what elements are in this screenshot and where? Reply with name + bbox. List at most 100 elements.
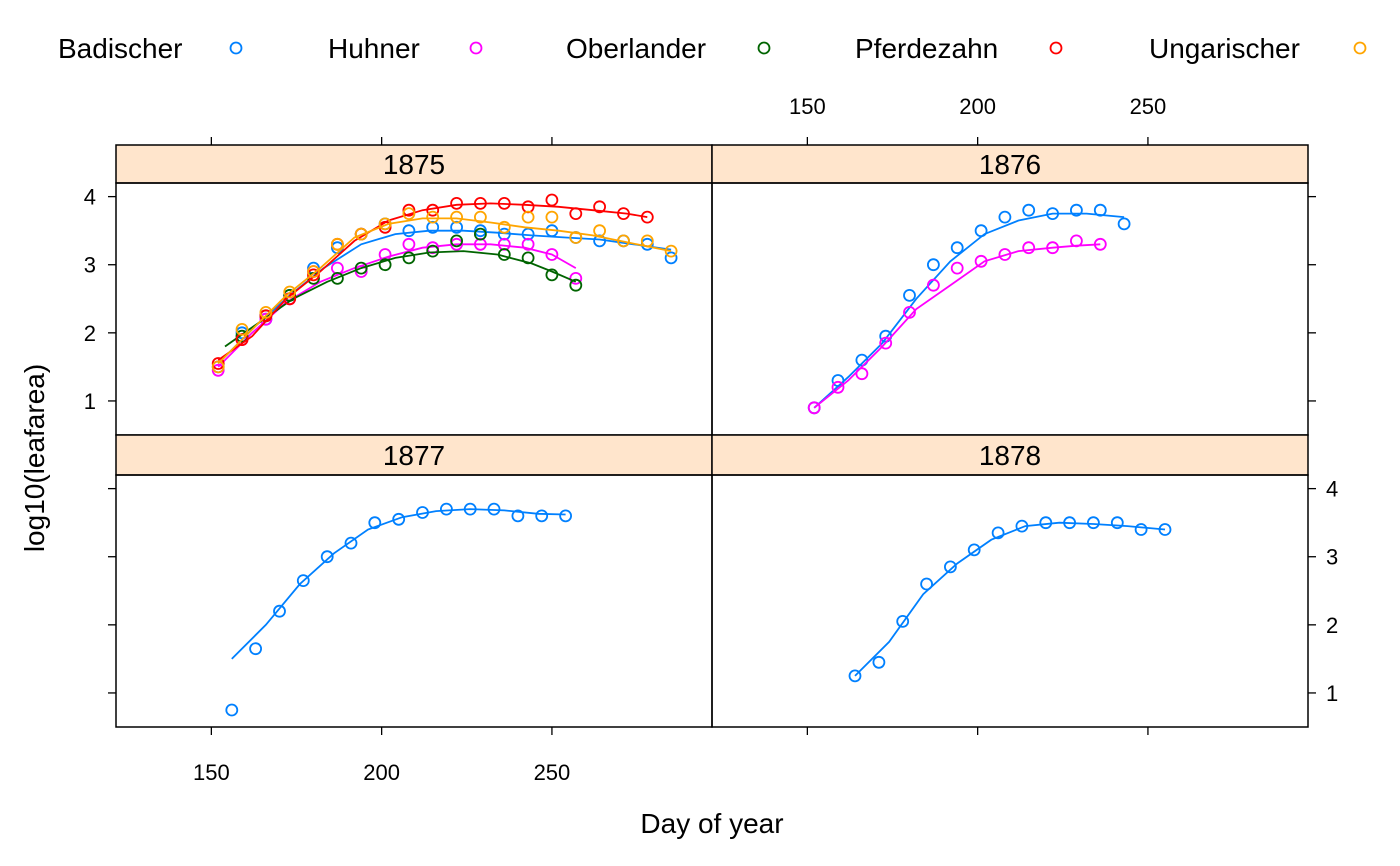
point-oberlander-1875-12: [521, 251, 535, 265]
point-oberlander-1875-13: [545, 268, 559, 282]
point-oberlander-1875-11: [497, 248, 511, 261]
point-ungarischer-1875-4: [307, 265, 320, 278]
curve-oberlander-1875: [224, 250, 577, 348]
curve-huhner-1876: [813, 243, 1101, 409]
point-badischer-1877-9: [439, 502, 453, 516]
point-pferdezahn-1875-17: [617, 207, 630, 221]
point-badischer-1876-11: [1070, 203, 1083, 217]
legend-marker-pferdezahn: [1049, 41, 1063, 55]
point-badischer-1878-1: [872, 655, 886, 669]
axes: 150 200 250 150 200 250 1 2 3 4 1 2 3 4: [84, 94, 1339, 785]
point-pferdezahn-1875-0: [211, 357, 225, 370]
point-huhner-1875-15: [569, 271, 583, 285]
legend-label-oberlander: Oberlander: [566, 33, 706, 64]
point-badischer-1877-13: [535, 509, 549, 523]
point-badischer-1877-6: [368, 516, 382, 530]
point-badischer-1876-6: [950, 241, 964, 255]
point-ungarischer-1875-0: [211, 360, 225, 374]
point-huhner-1875-10: [450, 237, 464, 251]
point-ungarischer-1875-12: [497, 220, 511, 234]
point-badischer-1877-10: [463, 502, 477, 516]
point-pferdezahn-1875-2: [259, 309, 273, 323]
strip-label-1878: 1878: [979, 440, 1041, 471]
point-huhner-1876-5: [927, 278, 940, 292]
point-ungarischer-1875-19: [664, 244, 678, 258]
point-pferdezahn-1875-4: [307, 268, 320, 282]
point-badischer-1876-4: [903, 288, 916, 302]
point-oberlander-1875-4: [330, 271, 344, 285]
point-ungarischer-1875-11: [473, 210, 487, 224]
point-ungarischer-1875-1: [235, 322, 249, 336]
panel-1878: 1878: [711, 434, 1309, 728]
curve-badischer-1876: [813, 212, 1125, 409]
point-oberlander-1875-0: [235, 329, 249, 343]
bottom-tick-label-150: 150: [193, 760, 230, 785]
point-ungarischer-1875-18: [640, 234, 654, 248]
legend-label-ungarischer: Ungarischer: [1149, 33, 1300, 64]
point-ungarischer-1875-13: [521, 210, 535, 224]
point-badischer-1878-2: [896, 615, 910, 628]
point-huhner-1876-4: [903, 305, 916, 319]
point-badischer-1877-0: [225, 703, 239, 717]
panel-frame-1877: [115, 474, 713, 728]
point-huhner-1876-8: [998, 248, 1012, 261]
point-pferdezahn-1875-18: [640, 210, 654, 224]
point-badischer-1877-2: [273, 604, 286, 618]
legend-label-huhner: Huhner: [328, 33, 420, 64]
point-oberlander-1875-10: [473, 227, 487, 241]
panel-frame-1875: [115, 182, 713, 436]
point-badischer-1877-14: [559, 509, 572, 523]
point-ungarischer-1875-9: [426, 210, 440, 224]
point-badischer-1878-10: [1087, 516, 1100, 530]
point-badischer-1878-7: [1015, 519, 1029, 533]
x-axis-title: Day of year: [640, 808, 783, 839]
point-badischer-1878-5: [967, 543, 981, 557]
point-ungarischer-1875-6: [354, 227, 368, 241]
point-huhner-1876-3: [879, 336, 893, 350]
point-oberlander-1875-2: [283, 288, 297, 302]
right-tick-label-2: 2: [1326, 613, 1338, 638]
point-oberlander-1875-14: [569, 278, 583, 292]
point-badischer-1876-10: [1046, 207, 1059, 221]
point-badischer-1875-11: [473, 224, 487, 238]
point-huhner-1876-6: [950, 261, 964, 275]
strip-1875: [115, 144, 713, 184]
legend-label-badischer: Badischer: [58, 33, 183, 64]
point-pferdezahn-1875-13: [521, 200, 535, 214]
left-tick-label-2: 2: [84, 321, 96, 346]
point-badischer-1877-8: [416, 506, 429, 519]
right-tick-label-1: 1: [1326, 681, 1338, 706]
curve-badischer-1877: [231, 508, 566, 660]
top-tick-label-250: 250: [1130, 94, 1167, 119]
point-badischer-1877-1: [249, 642, 263, 656]
point-ungarischer-1875-14: [545, 210, 559, 224]
top-tick-label-150: 150: [789, 94, 826, 119]
point-oberlander-1875-7: [402, 251, 416, 265]
right-tick-label-4: 4: [1326, 477, 1338, 502]
point-pferdezahn-1875-11: [473, 196, 487, 210]
point-badischer-1877-5: [344, 536, 358, 550]
curve-huhner-1875: [217, 243, 577, 368]
point-huhner-1876-2: [855, 367, 869, 381]
point-huhner-1875-6: [354, 265, 368, 278]
point-huhner-1876-1: [831, 380, 845, 394]
point-ungarischer-1875-15: [569, 231, 583, 244]
strip-label-1877: 1877: [383, 440, 445, 471]
point-oberlander-1875-8: [426, 244, 440, 258]
point-pferdezahn-1875-10: [450, 196, 464, 210]
strip-label-1876: 1876: [979, 149, 1041, 180]
strip-1876: [711, 144, 1309, 184]
point-huhner-1875-0: [211, 363, 225, 377]
left-tick-label-4: 4: [84, 185, 96, 210]
point-badischer-1876-1: [831, 374, 845, 387]
top-tick-label-200: 200: [959, 94, 996, 119]
point-badischer-1877-12: [511, 509, 525, 523]
point-huhner-1876-10: [1046, 241, 1059, 255]
point-badischer-1876-13: [1117, 217, 1131, 231]
panel-1877: 1877: [115, 434, 713, 728]
point-pferdezahn-1875-15: [569, 207, 583, 221]
curve-pferdezahn-1875: [217, 202, 648, 361]
bottom-tick-label-200: 200: [363, 760, 400, 785]
curve-badischer-1878: [854, 521, 1166, 677]
point-badischer-1878-4: [944, 560, 957, 574]
